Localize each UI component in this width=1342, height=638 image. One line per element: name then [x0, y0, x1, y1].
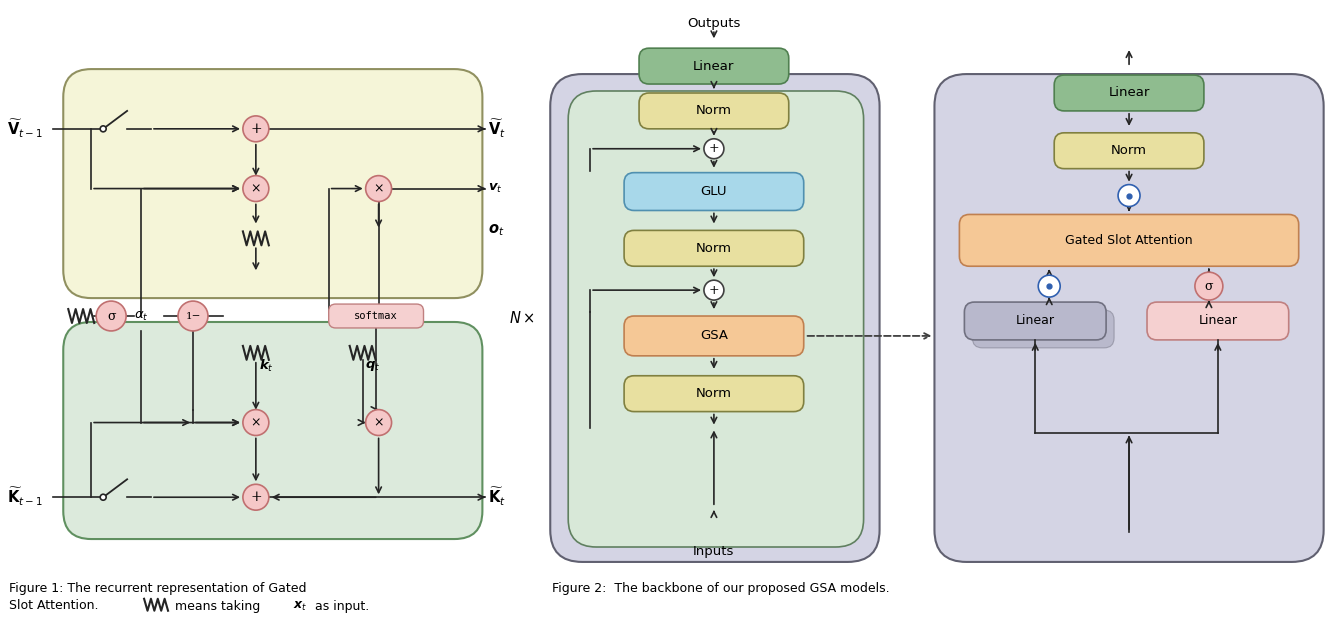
FancyBboxPatch shape — [63, 322, 482, 539]
Text: +: + — [250, 490, 262, 504]
Circle shape — [243, 175, 268, 202]
Text: +: + — [709, 142, 719, 155]
Text: 1−: 1− — [185, 311, 201, 320]
Text: σ: σ — [1205, 279, 1213, 293]
Text: $\alpha_t$: $\alpha_t$ — [134, 309, 149, 323]
Text: $\boldsymbol{x}_t$: $\boldsymbol{x}_t$ — [293, 600, 307, 613]
Text: $\boldsymbol{o}_t$: $\boldsymbol{o}_t$ — [488, 223, 505, 238]
Text: Norm: Norm — [696, 242, 731, 255]
Text: GSA: GSA — [701, 329, 727, 343]
Text: Figure 2:  The backbone of our proposed GSA models.: Figure 2: The backbone of our proposed G… — [553, 582, 890, 595]
Circle shape — [178, 301, 208, 331]
Text: as input.: as input. — [311, 600, 369, 612]
FancyBboxPatch shape — [960, 214, 1299, 266]
Text: Figure 1: The recurrent representation of Gated: Figure 1: The recurrent representation o… — [9, 582, 307, 595]
FancyBboxPatch shape — [63, 69, 482, 298]
Circle shape — [101, 126, 106, 132]
Circle shape — [1118, 184, 1139, 207]
Text: ×: × — [373, 416, 384, 429]
FancyBboxPatch shape — [973, 310, 1114, 348]
Text: Norm: Norm — [696, 387, 731, 400]
Text: +: + — [709, 284, 719, 297]
FancyBboxPatch shape — [934, 74, 1323, 562]
Text: ×: × — [373, 182, 384, 195]
Text: ×: × — [251, 182, 262, 195]
Circle shape — [365, 175, 392, 202]
Circle shape — [101, 494, 106, 500]
Text: Gated Slot Attention: Gated Slot Attention — [1066, 234, 1193, 247]
Text: Linear: Linear — [1198, 315, 1237, 327]
FancyBboxPatch shape — [550, 74, 879, 562]
FancyBboxPatch shape — [639, 93, 789, 129]
Circle shape — [243, 116, 268, 142]
Text: $\boldsymbol{v}_t$: $\boldsymbol{v}_t$ — [488, 182, 503, 195]
FancyBboxPatch shape — [624, 376, 804, 412]
Circle shape — [705, 280, 723, 300]
Text: $N\times$: $N\times$ — [509, 310, 535, 326]
FancyBboxPatch shape — [965, 302, 1106, 340]
FancyBboxPatch shape — [1055, 75, 1204, 111]
Text: $\boldsymbol{q}_t$: $\boldsymbol{q}_t$ — [365, 359, 380, 373]
FancyBboxPatch shape — [624, 173, 804, 211]
Text: Norm: Norm — [696, 105, 731, 117]
Text: GLU: GLU — [701, 185, 727, 198]
FancyBboxPatch shape — [1055, 133, 1204, 168]
FancyBboxPatch shape — [624, 316, 804, 356]
Circle shape — [243, 410, 268, 436]
Text: Inputs: Inputs — [694, 545, 734, 558]
Text: softmax: softmax — [354, 311, 399, 321]
Text: Linear: Linear — [1108, 87, 1150, 100]
Text: +: + — [250, 122, 262, 136]
Text: $\boldsymbol{k}_t$: $\boldsymbol{k}_t$ — [259, 358, 274, 374]
Text: Linear: Linear — [694, 59, 734, 73]
FancyBboxPatch shape — [624, 230, 804, 266]
Text: $\widetilde{\mathbf{K}}_t$: $\widetilde{\mathbf{K}}_t$ — [488, 486, 506, 508]
FancyBboxPatch shape — [1147, 302, 1288, 340]
FancyBboxPatch shape — [639, 48, 789, 84]
Text: Norm: Norm — [1111, 144, 1147, 157]
Text: ×: × — [251, 416, 262, 429]
Circle shape — [97, 301, 126, 331]
FancyBboxPatch shape — [329, 304, 424, 328]
Text: Outputs: Outputs — [687, 17, 741, 31]
Text: σ: σ — [107, 309, 115, 323]
Circle shape — [243, 484, 268, 510]
Text: means taking: means taking — [170, 600, 264, 612]
Circle shape — [1039, 275, 1060, 297]
Text: $\widetilde{\mathbf{V}}_t$: $\widetilde{\mathbf{V}}_t$ — [488, 118, 506, 140]
Text: Linear: Linear — [1016, 315, 1055, 327]
Circle shape — [705, 139, 723, 159]
Circle shape — [1194, 272, 1223, 300]
Circle shape — [365, 410, 392, 436]
Text: $\widetilde{\mathbf{K}}_{t-1}$: $\widetilde{\mathbf{K}}_{t-1}$ — [7, 486, 43, 508]
Text: Slot Attention.: Slot Attention. — [9, 599, 99, 612]
Text: $\widetilde{\mathbf{V}}_{t-1}$: $\widetilde{\mathbf{V}}_{t-1}$ — [7, 118, 43, 140]
FancyBboxPatch shape — [568, 91, 864, 547]
